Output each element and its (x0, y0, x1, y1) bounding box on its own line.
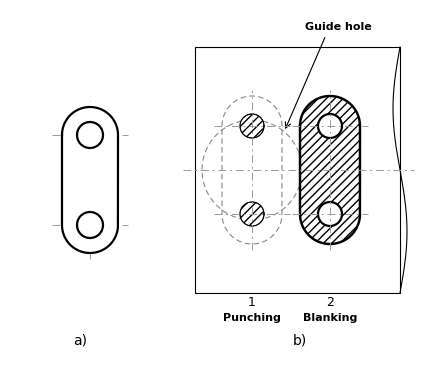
Bar (195, 47, 400, 293)
Text: a): a) (73, 333, 87, 347)
Circle shape (77, 122, 103, 148)
Polygon shape (240, 202, 264, 226)
Text: Guide hole: Guide hole (305, 22, 371, 32)
Circle shape (318, 202, 342, 226)
Polygon shape (300, 96, 360, 244)
Polygon shape (62, 107, 118, 253)
Circle shape (77, 212, 103, 238)
Polygon shape (240, 114, 264, 138)
Text: Blanking: Blanking (303, 313, 357, 323)
Text: 1: 1 (248, 296, 256, 310)
Text: Punching: Punching (223, 313, 281, 323)
Circle shape (318, 114, 342, 138)
Text: 2: 2 (326, 296, 334, 310)
Text: b): b) (293, 333, 307, 347)
